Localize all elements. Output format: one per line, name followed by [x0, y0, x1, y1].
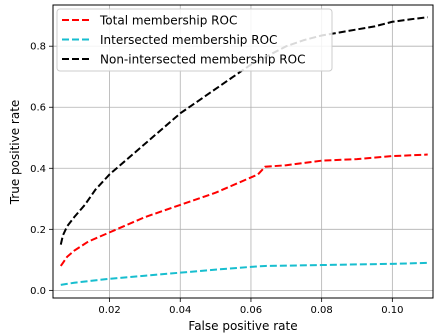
x-tick-label: 0.06 [240, 305, 262, 316]
x-axis-ticks: 0.02 0.04 0.06 0.08 0.10 [98, 298, 403, 316]
x-tick-label: 0.04 [169, 305, 191, 316]
y-tick-label: 0.8 [30, 42, 46, 53]
y-tick-label: 0.2 [30, 225, 46, 236]
legend-box [56, 8, 333, 72]
legend-label: Non-intersected membership ROC [100, 53, 305, 67]
legend-label: Intersected membership ROC [100, 33, 277, 47]
legend-label: Total membership ROC [99, 14, 237, 28]
series-line-2 [59, 16, 428, 245]
y-tick-label: 0.4 [30, 164, 46, 175]
y-tick-label: 0.6 [30, 103, 46, 114]
series-line-1 [60, 261, 428, 286]
x-tick-label: 0.08 [311, 305, 333, 316]
x-tick-label: 0.10 [381, 305, 403, 316]
plot-frame [52, 4, 434, 299]
y-axis-label: True positive rate [8, 100, 22, 206]
y-tick-label: 0.0 [30, 286, 46, 297]
y-axis-ticks: 0.0 0.2 0.4 0.6 0.8 [30, 42, 53, 297]
legend: Total membership ROC Intersected membersh… [56, 8, 333, 72]
series-line-0 [59, 153, 428, 267]
x-axis-label: False positive rate [188, 319, 297, 333]
x-tick-label: 0.02 [98, 305, 120, 316]
series-lines [59, 16, 428, 286]
